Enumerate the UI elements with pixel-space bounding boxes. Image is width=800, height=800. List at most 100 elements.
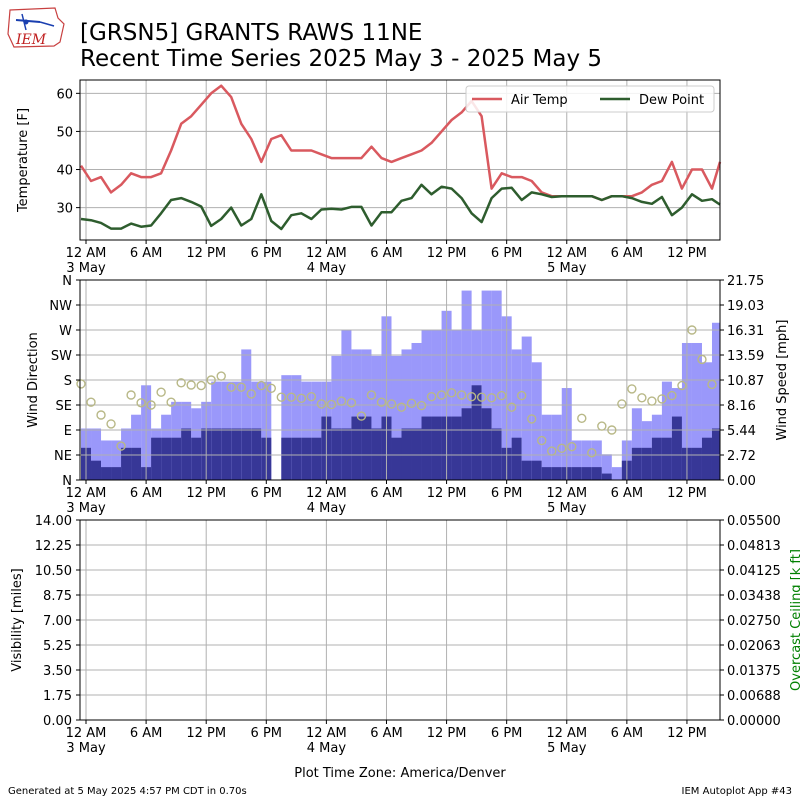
speed-bar [121, 447, 132, 480]
gust-bar [311, 381, 322, 480]
ceiling-tick-label: 0.03438 [727, 589, 781, 604]
x-tick-date-label: 4 May [307, 501, 347, 516]
iem-logo: IEM [7, 7, 65, 48]
speed-bar [651, 437, 662, 480]
gust-bar [611, 467, 622, 480]
ceiling-label: Overcast Ceiling [k ft] [789, 549, 800, 691]
direction-marker [607, 425, 617, 435]
speed-bar [291, 437, 302, 480]
speed-bar [711, 428, 720, 480]
direction-marker [587, 448, 597, 458]
y-tick-label: 30 [56, 202, 73, 217]
direction-marker [356, 411, 367, 421]
gust-bar [291, 375, 302, 480]
speed-bar [541, 467, 552, 480]
gust-bar [111, 440, 122, 480]
temperature-y-ticks: 30 40 50 60 [56, 87, 80, 217]
direction-marker [166, 397, 176, 407]
speed-bar [371, 428, 382, 480]
speed-bar [301, 437, 312, 480]
gust-bar [331, 355, 342, 480]
speed-bar [671, 416, 682, 480]
direction-marker [537, 435, 547, 446]
wind-direction-label: Wind Direction [26, 332, 41, 428]
speed-bar [411, 428, 422, 480]
x-tick-label: 12 AM [546, 726, 587, 741]
direction-marker [547, 446, 557, 456]
wind-speed-label: Wind Speed [mph] [775, 320, 790, 441]
direction-marker [657, 394, 667, 404]
speed-bar [431, 416, 442, 480]
x-tick-date-label: 4 May [307, 261, 347, 276]
speed-bar [111, 467, 122, 480]
direction-marker [276, 392, 287, 402]
direction-marker [86, 397, 96, 407]
visibility-tick-label: 7.00 [43, 614, 72, 629]
direction-marker [116, 441, 126, 451]
x-tick-label: 6 AM [370, 726, 403, 741]
direction-marker [476, 392, 487, 402]
direction-marker [567, 441, 577, 452]
direction-marker [527, 414, 537, 424]
speed-bar [661, 437, 672, 480]
x-tick-label: 12 PM [427, 726, 467, 741]
direction-marker [126, 390, 136, 400]
direction-marker [256, 380, 266, 391]
visibility-tick-label: 5.25 [43, 639, 72, 654]
speed-tick-label: 10.87 [727, 374, 764, 389]
direction-marker [557, 443, 567, 454]
speed-bar [491, 428, 502, 480]
x-tick-label: 6 PM [251, 726, 282, 741]
speed-bar [471, 385, 482, 480]
direction-marker [466, 391, 477, 402]
x-tick-date-label: 5 May [547, 261, 587, 276]
x-tick-label: 12 PM [427, 486, 467, 501]
direction-marker [687, 325, 697, 335]
direction-tick-label: SW [51, 349, 72, 364]
direction-marker [677, 380, 687, 391]
chart-title-line2: Recent Time Series 2025 May 3 - 2025 May… [80, 46, 602, 72]
visibility-tick-label: 1.75 [43, 689, 72, 704]
generated-footer: Generated at 5 May 2025 4:57 PM CDT in 0… [8, 786, 247, 797]
gust-bar [391, 355, 402, 480]
x-tick-date-label: 3 May [66, 261, 106, 276]
wind-bars [81, 290, 720, 480]
gust-bar [601, 454, 612, 480]
speed-bar [281, 437, 292, 480]
speed-bar [231, 428, 242, 480]
x-tick-label: 12 PM [186, 246, 226, 261]
direction-marker [106, 419, 116, 429]
speed-bar [341, 428, 352, 480]
speed-bar [221, 428, 232, 480]
direction-marker [436, 390, 447, 400]
gust-bar [541, 414, 552, 480]
speed-bar [241, 428, 252, 480]
y-tick-label: 50 [56, 125, 73, 140]
direction-marker [76, 379, 86, 389]
gust-bar [461, 290, 472, 480]
direction-tick-label: SE [56, 399, 72, 414]
speed-bar [151, 437, 162, 480]
gust-bar [571, 440, 582, 480]
speed-bar [181, 428, 192, 480]
x-tick-label: 6 AM [130, 486, 163, 501]
x-tick-date-label: 3 May [66, 741, 106, 756]
speed-tick-label: 13.59 [727, 349, 764, 364]
speed-bar [551, 467, 562, 480]
direction-marker [266, 383, 276, 394]
x-tick-label: 12 PM [667, 726, 707, 741]
direction-marker [336, 396, 347, 406]
ceiling-ticks: 0.00000 0.00688 0.01375 0.02063 0.02750 0.034… [720, 514, 781, 729]
speed-bar [391, 437, 402, 480]
speed-bar [401, 428, 412, 480]
ceiling-tick-label: 0.01375 [727, 664, 781, 679]
direction-marker [246, 389, 256, 399]
speed-bar [701, 437, 712, 480]
speed-tick-label: 0.00 [727, 474, 756, 489]
wind-direction-ticks: N NE E SE S SW W NW N [49, 274, 80, 489]
x-tick-label: 12 AM [66, 486, 107, 501]
gust-bar [491, 290, 502, 480]
gust-bar [281, 375, 292, 480]
direction-marker [577, 413, 587, 424]
